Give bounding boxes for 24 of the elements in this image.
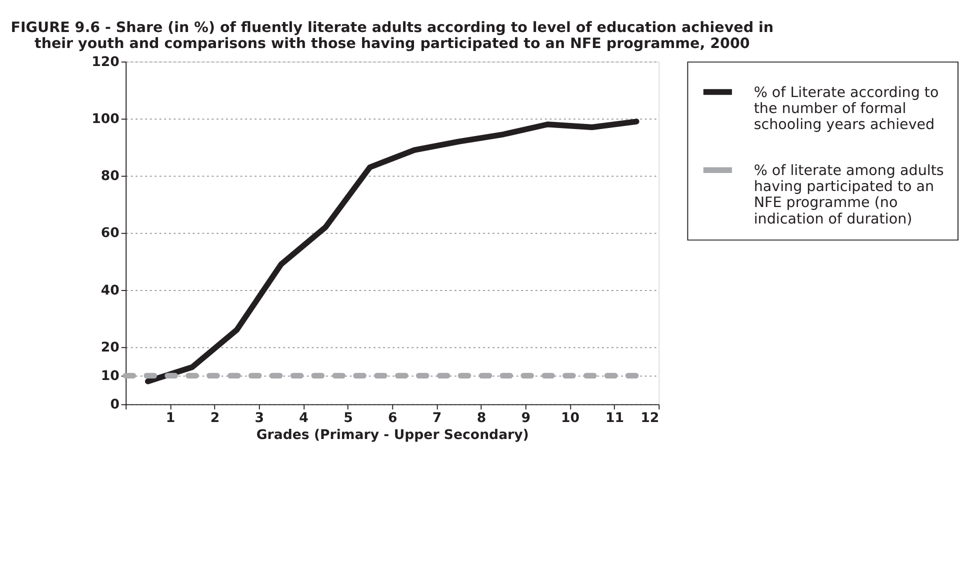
x-tick-label: 3 [254,410,264,426]
y-tick-label: 20 [100,340,120,356]
x-tick-label: 1 [166,410,176,426]
legend-label: % of literate among adults having participated to an NFE programme (no indication of duration) [754,162,944,228]
x-tick-label: 2 [210,410,220,426]
x-tick-label: 7 [432,410,442,426]
x-axis-title: Grades (Primary - Upper Secondary) [256,428,529,443]
x-tick-label: 12 [640,410,660,426]
x-tick-label: 8 [476,410,486,426]
x-tick-label: 9 [521,410,531,426]
x-tick-label: 11 [605,410,624,426]
legend-label: % of Literate according to the number of formal schooling years achieved [754,84,939,134]
y-tick-label: 10 [100,368,120,384]
chart-title: FIGURE 9.6 - Share (in %) of fluently literate adults according to level of education achieved in their youth and comparisons with those having participated to an NFE programme, 2000 [10,20,774,52]
x-tick-label: 5 [344,410,353,426]
x-tick-label: 10 [561,410,580,426]
x-tick-label: 6 [388,410,398,426]
y-tick-label: 80 [100,169,120,184]
x-tick-label: 4 [299,410,308,426]
y-tick-label: 100 [92,112,120,127]
y-tick-label: 40 [100,283,120,298]
y-tick-label: 60 [100,226,120,242]
y-tick-label: 120 [92,54,120,70]
y-tick-label: 0 [110,398,120,413]
